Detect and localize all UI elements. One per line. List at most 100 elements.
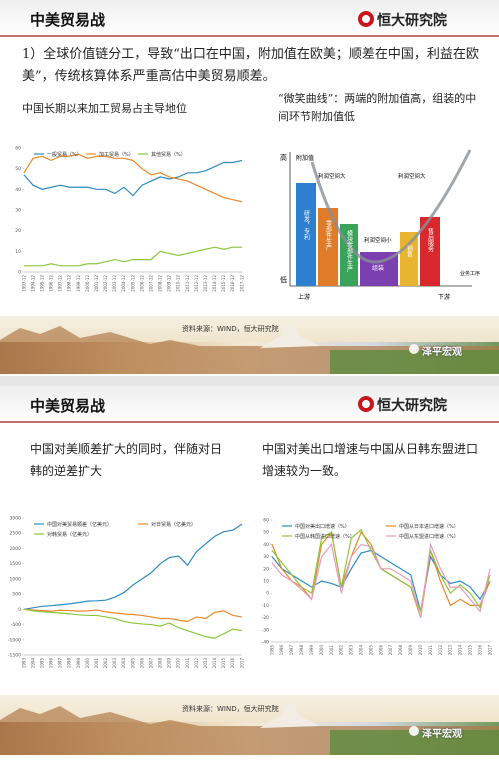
x-tick-label: 2001 [94,658,99,669]
x-tick-label: 2017 [487,645,492,656]
x-tick-label: 2005 [368,645,373,656]
legend-label: 加工贸易（%） [99,151,134,158]
y-tick-label: -10 [262,603,269,609]
x-tick-label: 2002 [339,645,344,656]
watermark-icon [409,726,419,736]
x-tick-label: 2010-12 [176,275,181,292]
x-tick-label: 1996-12 [49,275,54,292]
y-tick-label: 1500 [10,561,22,567]
x-tick-label: 1998-12 [67,275,72,292]
stage-label: 售后服务 [427,227,434,253]
stage-label: 销售 [406,244,413,258]
y-tick-label: -1000 [8,637,21,643]
x-tick-label: 2006 [139,658,144,669]
x-tick-label: 1999 [76,658,81,669]
x-tick-label: 2006-12 [139,275,144,292]
legend-label: 中国从东盟进口增速（%） [399,533,459,540]
x-tick-label: 2013 [203,658,208,669]
axis-label: 业务工序 [460,270,480,277]
x-tick-label: 1994 [30,658,35,669]
y-tick-label: 500 [12,592,21,598]
axis-label: 上游 [298,293,310,301]
photo-trees [330,350,499,374]
x-tick-label: 1993-12 [21,275,26,292]
x-tick-label: 2008 [398,645,403,656]
stage-bar [400,232,418,286]
x-tick-label: 2015 [467,645,472,656]
legend-label: 中国从韩国进口增速（%） [295,533,355,540]
legend-label: 对韩贸易（亿美元） [47,531,92,538]
x-tick-label: 2017 [239,658,244,669]
x-tick-label: 2004 [358,645,363,656]
x-tick-label: 2009 [167,658,172,669]
x-tick-label: 2002-12 [103,275,108,292]
series-line [271,542,491,618]
curve-label: 利润空间大 [398,172,426,180]
y-tick-label: -500 [11,622,21,628]
photo-buildings [260,700,320,728]
stage-label: 模块零部件生产 [346,229,353,273]
x-tick-label: 2006 [378,645,383,656]
x-tick-label: 2013-12 [203,275,208,292]
series-line [271,530,491,618]
x-tick-label: 2010 [418,645,423,656]
x-tick-label: 1995 [39,658,44,669]
y-tick-label: 40 [263,542,269,548]
y-tick-label: 1000 [10,576,22,582]
y-tick-label: 2500 [10,531,22,537]
legend-label: 中国对美贸易顺差（亿美元） [47,521,112,528]
x-tick-label: 2005 [130,658,135,669]
stage-label: 零部件生产 [325,220,332,251]
stage-bar [296,183,316,286]
legend-label: 中国从日本进口增速（%） [399,523,459,530]
y-tick-label: 10 [263,579,269,585]
x-tick-label: 2014 [212,658,217,669]
series-line [23,523,243,610]
slide-title: 中美贸易战 [30,11,106,29]
stage-label: 研发，专利 [303,210,310,240]
legend-label: 其他贸易（%） [151,151,186,158]
x-tick-label: 2016-12 [230,275,235,292]
chart-title: “微笑曲线”：两端的附加值高，组装的中间环节附加值低 [278,92,477,123]
x-tick-label: 2010 [176,658,181,669]
x-tick-label: 2013 [448,645,453,656]
y-tick-label: 50 [15,166,21,172]
chart-title: 中国对美顺差扩大的同时，伴随对日韩的逆差扩大 [30,442,223,478]
y-tick-label: -1500 [8,653,21,659]
logo-text: 恒大研究院 [377,398,447,414]
x-tick-label: 2011 [185,658,190,669]
x-tick-label: 2000 [319,645,324,656]
stage-bar [318,208,338,286]
legend-label: 一般贸易（%） [47,151,82,158]
x-tick-label: 1995-12 [39,275,44,292]
stage-bar [420,217,440,286]
y-tick-label: 2000 [10,546,22,552]
x-tick-label: 2015-12 [221,275,226,292]
x-tick-label: 2004 [121,658,126,669]
series-line [24,246,242,267]
y-tick-label: 0 [18,270,21,276]
x-tick-label: 1997 [289,645,294,656]
x-tick-label: 2012 [438,645,443,656]
x-tick-label: 1996 [279,645,284,656]
series-line [271,528,491,614]
x-tick-label: 2007 [388,645,393,656]
y-tick-label: -20 [262,615,269,621]
watermark: 泽平宏观 [422,347,462,358]
series-line [271,549,491,612]
y-tick-label: 60 [15,146,21,152]
x-tick-label: 1993 [21,658,26,669]
x-tick-label: 2009 [408,645,413,656]
chart-title: 中国对美出口增速与中国从日韩东盟进口增速较为一致。 [262,442,479,478]
axis-label: 附加值 [296,154,314,162]
series-line [23,608,243,623]
x-tick-label: 1995 [269,645,274,656]
series-line [23,153,243,203]
logo-text: 恒大研究院 [377,13,447,29]
x-tick-label: 2017-12 [239,275,244,292]
x-tick-label: 2014 [458,645,463,656]
y-tick-label: -30 [262,627,269,633]
slide-title: 中美贸易战 [30,397,106,415]
x-tick-label: 2007 [148,658,153,669]
